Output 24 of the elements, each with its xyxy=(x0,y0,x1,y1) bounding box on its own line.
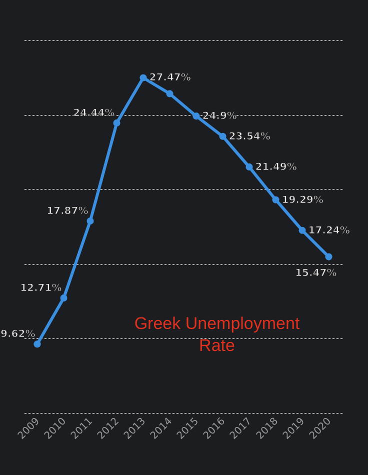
point xyxy=(219,132,226,140)
point xyxy=(140,74,147,82)
data-label: 24.44% xyxy=(73,108,115,119)
data-label: 21.49% xyxy=(255,162,297,173)
data-label: 15.47% xyxy=(295,268,337,279)
data-label: 27.47% xyxy=(149,72,191,84)
point xyxy=(192,112,200,120)
point xyxy=(86,217,94,225)
point xyxy=(298,226,306,234)
point xyxy=(113,119,120,126)
text: Greek Unemployment Rate xyxy=(134,314,300,355)
point xyxy=(325,253,332,260)
data-label: 17.87% xyxy=(46,206,88,217)
data-label: 19.29% xyxy=(282,194,324,206)
point xyxy=(34,340,41,348)
data-label: 24.9% xyxy=(202,111,237,122)
data-label: 9.62% xyxy=(0,329,36,340)
data-label: 23.54% xyxy=(228,131,270,142)
point xyxy=(60,294,68,302)
data-label: 12.71% xyxy=(20,282,62,294)
point xyxy=(246,163,253,170)
point xyxy=(166,90,174,98)
point xyxy=(272,196,280,204)
data-label: 17.24% xyxy=(308,225,350,236)
